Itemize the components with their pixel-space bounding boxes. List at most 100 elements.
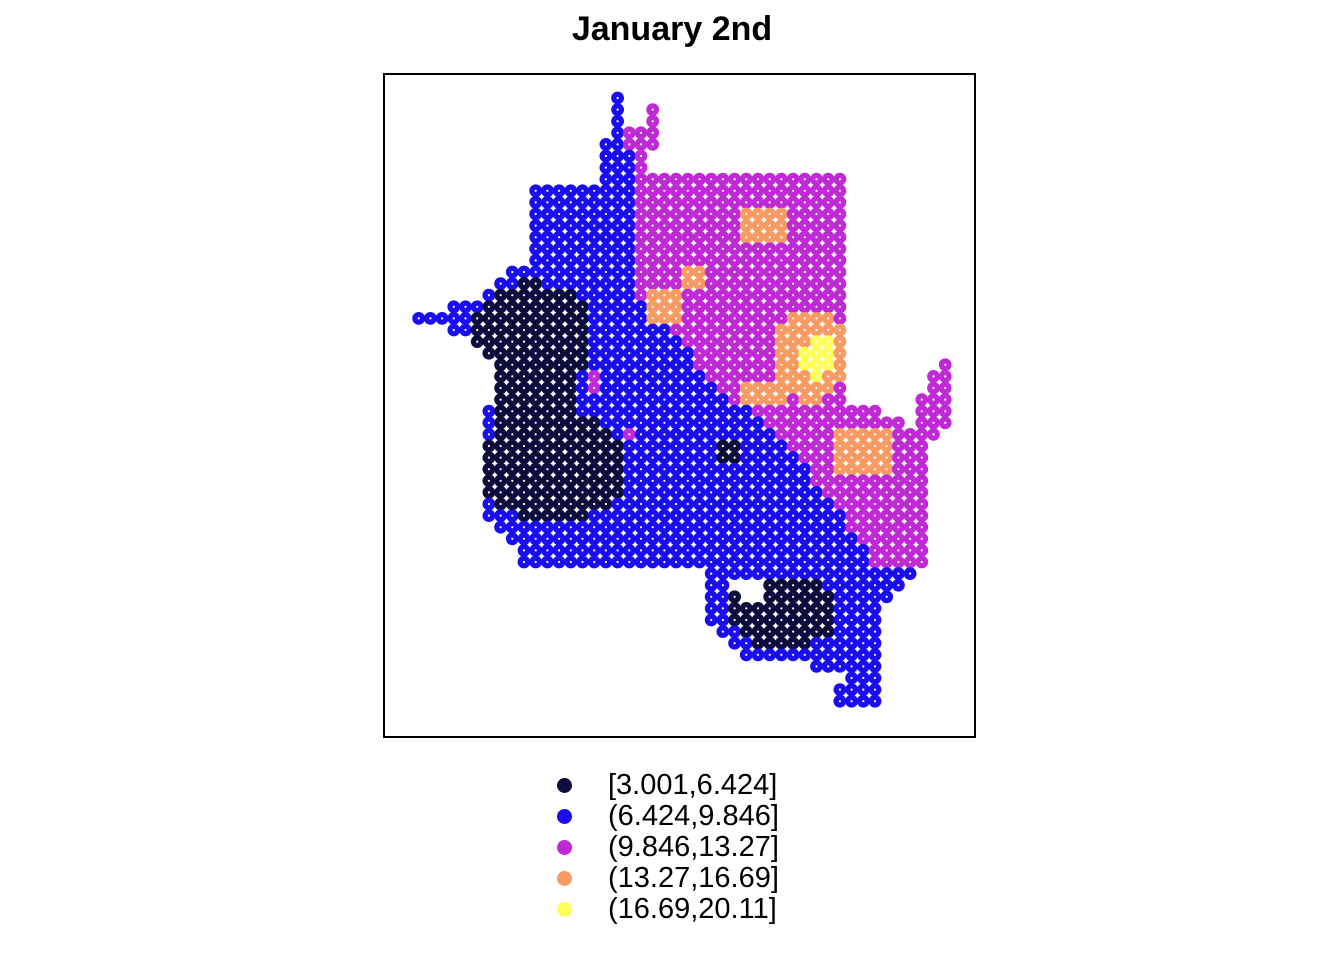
map-point-center bbox=[628, 514, 631, 517]
map-point-center bbox=[733, 468, 736, 471]
map-point-center bbox=[546, 410, 549, 413]
map-point-center bbox=[850, 433, 853, 436]
map-point-center bbox=[651, 178, 654, 181]
map-point-center bbox=[827, 421, 830, 424]
map-point-center bbox=[756, 305, 760, 308]
legend-label-1: [3.001,6.424] bbox=[608, 769, 778, 801]
map-point-center bbox=[733, 201, 736, 204]
map-point-center bbox=[628, 456, 631, 459]
map-point-center bbox=[768, 479, 771, 482]
map-point-center bbox=[651, 270, 654, 274]
map-point-center bbox=[628, 468, 631, 471]
map-point-center bbox=[675, 328, 678, 332]
map-point-center bbox=[675, 201, 678, 204]
map-point-center bbox=[803, 352, 806, 355]
map-point-center bbox=[604, 340, 608, 343]
map-point-center bbox=[745, 444, 748, 448]
map-point-center bbox=[698, 340, 701, 343]
map-point-center bbox=[733, 305, 736, 308]
map-point-center bbox=[639, 131, 643, 134]
map-point-center bbox=[651, 131, 654, 134]
map-point-center bbox=[651, 456, 654, 459]
map-point-center bbox=[686, 398, 689, 401]
map-point-center bbox=[663, 491, 666, 494]
legend-label-5: (16.69,20.11] bbox=[608, 893, 777, 925]
map-point-center bbox=[721, 305, 725, 308]
map-point-center bbox=[733, 630, 736, 633]
legend-swatch-1 bbox=[557, 778, 572, 793]
map-point-center bbox=[546, 526, 549, 529]
map-point-center bbox=[850, 491, 853, 494]
map-point-center bbox=[838, 595, 842, 598]
map-point-center bbox=[686, 468, 689, 471]
map-point-center bbox=[838, 340, 842, 343]
map-point-center bbox=[721, 433, 725, 436]
map-point-center bbox=[628, 491, 631, 494]
map-point-center bbox=[827, 236, 830, 239]
map-point-center bbox=[873, 653, 877, 656]
map-point-center bbox=[487, 317, 490, 320]
map-point-center bbox=[815, 340, 818, 343]
map-point-center bbox=[499, 363, 502, 366]
map-point-center bbox=[499, 398, 502, 401]
map-point-center bbox=[651, 549, 654, 552]
map-point-center bbox=[710, 236, 713, 239]
map-point-center bbox=[745, 386, 748, 390]
map-point-center bbox=[733, 317, 736, 320]
map-point-center bbox=[803, 421, 806, 424]
map-point-center bbox=[569, 502, 572, 506]
map-point-center bbox=[429, 317, 432, 320]
map-point-center bbox=[780, 317, 783, 320]
map-point-center bbox=[511, 491, 514, 494]
map-point-center bbox=[663, 317, 666, 320]
map-point-center bbox=[534, 386, 537, 390]
map-point-center bbox=[534, 270, 537, 274]
map-point-center bbox=[616, 421, 619, 424]
map-point-center bbox=[827, 456, 830, 459]
map-point-center bbox=[593, 340, 596, 343]
map-point-center bbox=[487, 456, 490, 459]
map-point-center bbox=[616, 363, 619, 366]
map-point-center bbox=[616, 433, 619, 436]
map-point-center bbox=[803, 189, 806, 192]
map-point-center bbox=[768, 456, 771, 459]
map-point-center bbox=[639, 514, 643, 517]
map-point-center bbox=[698, 479, 701, 482]
map-point-center bbox=[745, 212, 748, 216]
map-point-center bbox=[838, 178, 842, 181]
map-point-center bbox=[558, 224, 561, 227]
map-point-center bbox=[733, 363, 736, 366]
map-point-center bbox=[838, 282, 842, 285]
map-point-center bbox=[815, 259, 818, 262]
map-point-center bbox=[756, 282, 760, 285]
map-point-center bbox=[768, 375, 771, 378]
map-point-center bbox=[499, 444, 502, 448]
map-point-center bbox=[733, 607, 736, 610]
map-point-center bbox=[780, 433, 783, 436]
map-point-center bbox=[885, 421, 888, 424]
map-point-center bbox=[803, 630, 806, 633]
map-point-center bbox=[756, 607, 760, 610]
map-point-center bbox=[546, 375, 549, 378]
map-point-center bbox=[780, 572, 783, 575]
map-point-center bbox=[675, 514, 678, 517]
map-point-center bbox=[546, 201, 549, 204]
map-point-center bbox=[710, 537, 713, 540]
map-point-center bbox=[768, 363, 771, 366]
map-point-center bbox=[792, 224, 795, 227]
map-point-center bbox=[873, 618, 877, 622]
map-point-center bbox=[792, 317, 795, 320]
map-point-center bbox=[745, 398, 748, 401]
map-point-center bbox=[803, 607, 806, 610]
map-point-center bbox=[593, 398, 596, 401]
map-point-center bbox=[850, 618, 853, 622]
map-point-center bbox=[686, 259, 689, 262]
map-point-center bbox=[581, 410, 584, 413]
map-point-center bbox=[686, 340, 689, 343]
map-point-center bbox=[850, 444, 853, 448]
map-point-center bbox=[616, 468, 619, 471]
map-point-center bbox=[827, 572, 830, 575]
map-point-center bbox=[663, 270, 666, 274]
map-point-center bbox=[780, 294, 783, 297]
map-point-center bbox=[803, 595, 806, 598]
